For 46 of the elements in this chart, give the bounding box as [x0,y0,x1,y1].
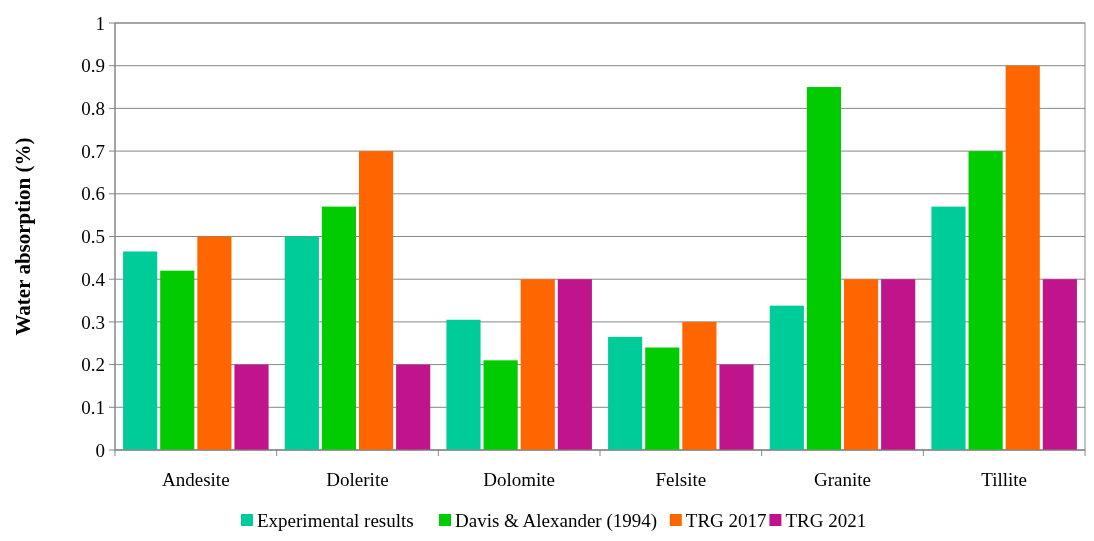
bar [1042,279,1077,450]
bar [806,87,842,450]
bar [396,364,431,450]
legend-label: TRG 2021 [785,510,867,531]
bar [321,206,357,450]
y-tick-label: 1 [95,12,105,34]
bar [234,364,269,450]
y-tick-label: 0.4 [81,268,106,290]
legend-label: TRG 2017 [685,510,767,531]
y-tick-label: 0.5 [81,226,105,248]
x-tick-label: Felsite [655,469,707,490]
x-tick-label: Andesite [162,469,230,490]
y-tick-label: 0.1 [81,396,105,418]
x-tick-label: Tillite [981,469,1028,490]
legend-label: Experimental results [257,510,414,531]
y-axis-title: Water absorption (%) [11,137,35,336]
bar [483,360,518,450]
bar [719,364,754,450]
bar [1005,65,1040,450]
bar [160,270,195,450]
bar [284,236,319,450]
y-tick-label: 0 [95,439,105,461]
y-tick-label: 0.8 [81,98,105,120]
bar [446,319,481,450]
legend-label: Davis & Alexander (1994) [455,510,658,532]
y-tick-label: 0.2 [81,354,105,376]
bar [123,251,158,450]
bar [645,347,680,450]
bar [358,151,394,450]
bar [843,279,879,450]
bar [608,336,643,450]
bar [881,279,916,450]
y-tick-label: 0.9 [81,55,105,77]
bar [197,236,232,450]
bar [931,206,966,450]
x-tick-label: Dolerite [326,469,389,490]
bar [968,151,1003,450]
bar [557,279,592,450]
x-tick-label: Dolomite [483,469,556,490]
bar [520,279,555,450]
y-tick-label: 0.3 [81,311,105,333]
y-tick-label: 0.7 [81,140,105,162]
y-tick-label: 0.6 [81,183,105,205]
x-tick-label: Granite [814,469,871,490]
bar [682,321,717,450]
bar [769,305,804,450]
